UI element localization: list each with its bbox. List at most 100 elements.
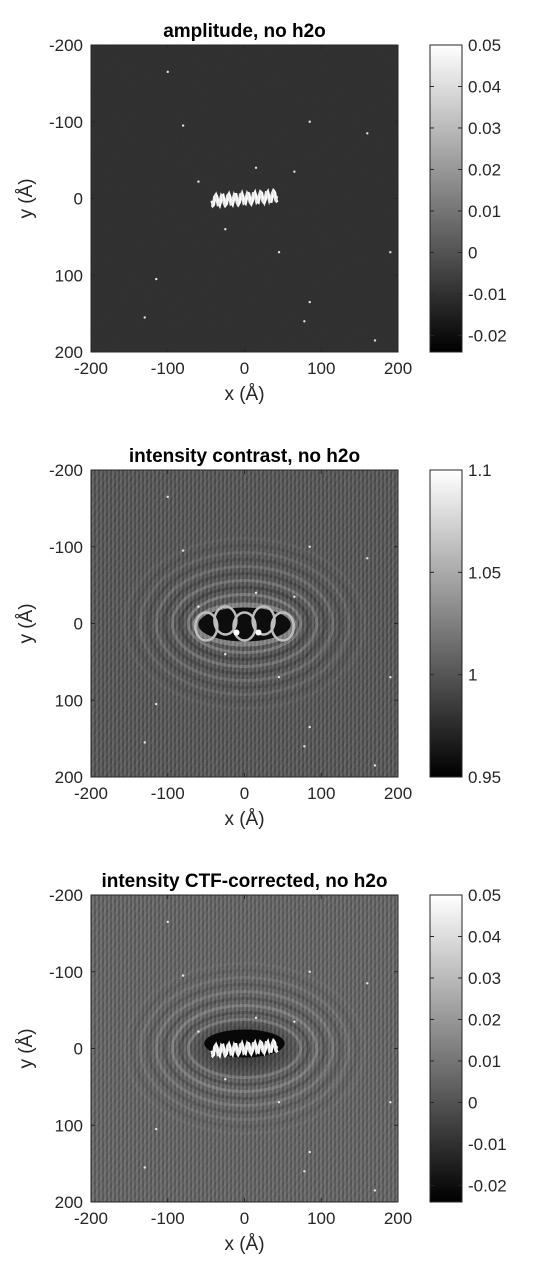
helix-strand — [210, 1038, 279, 1059]
colorbar-tick-label: -0.02 — [468, 1176, 507, 1195]
bright-spot — [255, 629, 262, 636]
fringe-ring — [130, 544, 359, 703]
colorbar-tick-label: 0.05 — [468, 36, 501, 55]
colorbar-tick-label: 0.95 — [468, 768, 501, 787]
colorbar-tick-label: 0.02 — [468, 160, 501, 179]
heatmap-image — [91, 45, 398, 352]
colorbar-tick-label: 1.1 — [468, 461, 492, 480]
x-tick-label: -200 — [74, 359, 108, 378]
y-axis-label: y (Å) — [16, 178, 37, 218]
speck — [143, 741, 146, 744]
y-tick-label: 200 — [55, 768, 83, 787]
fringe-ring — [146, 983, 343, 1114]
speck — [308, 970, 311, 973]
colorbar-tick-label: -0.02 — [468, 326, 507, 345]
bright-specks — [143, 495, 392, 767]
fringe-ring — [130, 969, 359, 1128]
y-tick-label: -100 — [49, 113, 83, 132]
colorbar — [430, 45, 462, 352]
speck — [224, 1078, 227, 1081]
y-tick-label: -200 — [49, 461, 83, 480]
speck — [389, 1101, 392, 1104]
speck — [366, 132, 369, 135]
x-axis-label: x (Å) — [224, 384, 264, 405]
y-tick-label: 0 — [74, 1040, 83, 1059]
y-tick-label: 200 — [55, 343, 83, 362]
speck — [254, 591, 258, 594]
x-tick-label: 0 — [240, 359, 249, 378]
y-tick-label: 200 — [55, 1193, 83, 1212]
fringe-ring — [138, 551, 351, 696]
fringe-ring — [170, 579, 319, 668]
fringe-ring — [170, 1004, 319, 1093]
lobe — [270, 611, 295, 642]
lobe — [194, 611, 219, 642]
speck — [308, 1150, 311, 1154]
x-tick-label: -100 — [151, 784, 185, 803]
heatmap-image — [91, 470, 398, 777]
speck — [293, 1020, 296, 1023]
speck — [389, 676, 392, 679]
speck — [155, 277, 158, 281]
speck — [293, 595, 296, 598]
speck — [224, 228, 227, 231]
fringe-ring — [122, 537, 367, 710]
speck — [181, 549, 185, 552]
speck — [373, 339, 377, 342]
bright-specks — [143, 70, 392, 342]
x-tick-label: -100 — [151, 1209, 185, 1228]
x-tick-label: 100 — [307, 784, 335, 803]
fringe-ring — [154, 990, 335, 1107]
chart-panel-2: intensity contrast, no h2o -200 -100 0 100 20… — [16, 446, 501, 830]
colorbar — [430, 470, 462, 777]
y-axis-label: y (Å) — [16, 603, 37, 643]
speck — [308, 300, 311, 304]
fringe-ring — [154, 565, 335, 682]
colorbar-tick-label: 0.05 — [468, 886, 501, 905]
colorbar-frame — [429, 894, 463, 1203]
speck — [254, 166, 258, 169]
speck — [373, 1189, 377, 1192]
colorbar-tick-label: 1.05 — [468, 563, 501, 582]
chart-title: intensity CTF-corrected, no h2o — [101, 871, 387, 892]
molecule-helix — [210, 1037, 279, 1060]
heatmap-image — [91, 895, 398, 1202]
y-axis-label: y (Å) — [16, 1028, 37, 1068]
fringe-ring — [162, 997, 327, 1100]
fringe-ring — [146, 558, 343, 689]
colorbar-tick-label: 0.01 — [468, 1052, 501, 1071]
fringe-ring — [138, 976, 351, 1121]
colorbar-tick-label: 0 — [468, 1093, 477, 1112]
x-tick-label: 100 — [307, 1209, 335, 1228]
speck — [303, 320, 306, 323]
chart-title: amplitude, no h2o — [163, 21, 326, 42]
y-tick-label: 100 — [55, 1116, 83, 1135]
speck — [303, 1170, 306, 1173]
x-tick-label: 200 — [384, 359, 412, 378]
speck — [166, 920, 169, 924]
colorbar — [430, 895, 462, 1202]
bright-spot — [233, 629, 240, 636]
y-tick-label: -100 — [49, 538, 83, 557]
molecule-lobes — [192, 602, 297, 647]
y-tick-label: -100 — [49, 963, 83, 982]
colorbar-tick-label: 0.03 — [468, 969, 501, 988]
x-tick-label: -100 — [151, 359, 185, 378]
colorbar-tick-label: 0.04 — [468, 927, 501, 946]
speck — [308, 545, 311, 548]
speck — [366, 982, 369, 985]
lobe — [213, 605, 238, 636]
speck — [166, 495, 169, 499]
speck — [277, 1101, 281, 1104]
fringe-ring — [162, 572, 327, 675]
chart-panel-3: intensity CTF-corrected, no h2o -200 -100 0… — [16, 871, 507, 1255]
fringe-rings — [122, 537, 367, 710]
fringe-ring — [186, 593, 303, 654]
colorbar-tick-label: -0.01 — [468, 1135, 507, 1154]
speck — [181, 124, 185, 127]
x-tick-label: 100 — [307, 359, 335, 378]
y-tick-label: -200 — [49, 36, 83, 55]
chart-panel-1: amplitude, no h2o-200 -100 0 100 200-200-100… — [16, 21, 507, 405]
colorbar-tick-label: 0.04 — [468, 77, 501, 96]
x-tick-label: 0 — [240, 784, 249, 803]
